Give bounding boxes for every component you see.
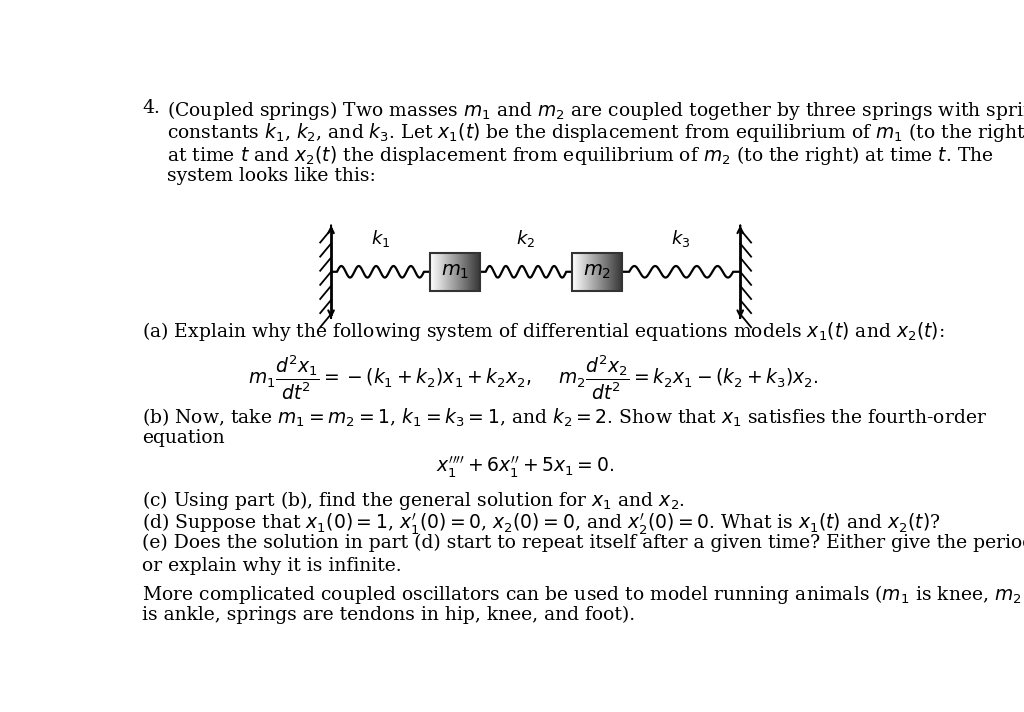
Text: at time $t$ and $x_2(t)$ the displacement from equilibrium of $m_2$ (to the righ: at time $t$ and $x_2(t)$ the displacemen… bbox=[167, 144, 993, 167]
Text: $m_2$: $m_2$ bbox=[583, 263, 611, 281]
Text: (a) Explain why the following system of differential equations models $x_1(t)$ a: (a) Explain why the following system of … bbox=[142, 320, 944, 342]
Text: is ankle, springs are tendons in hip, knee, and foot).: is ankle, springs are tendons in hip, kn… bbox=[142, 605, 635, 624]
Text: or explain why it is infinite.: or explain why it is infinite. bbox=[142, 557, 401, 575]
Text: (b) Now, take $m_1 = m_2 = 1$, $k_1 = k_3 = 1$, and $k_2 = 2$. Show that $x_1$ s: (b) Now, take $m_1 = m_2 = 1$, $k_1 = k_… bbox=[142, 407, 987, 429]
Text: $m_2\dfrac{d^2x_2}{dt^2} = k_2x_1 - (k_2+k_3)x_2.$: $m_2\dfrac{d^2x_2}{dt^2} = k_2x_1 - (k_2… bbox=[558, 354, 819, 402]
Bar bbox=[430, 253, 480, 291]
Text: More complicated coupled oscillators can be used to model running animals ($m_1$: More complicated coupled oscillators can… bbox=[142, 583, 1022, 606]
Text: $x_1'''' + 6x_1'' + 5x_1 = 0.$: $x_1'''' + 6x_1'' + 5x_1 = 0.$ bbox=[436, 455, 613, 480]
Text: (c) Using part (b), find the general solution for $x_1$ and $x_2$.: (c) Using part (b), find the general sol… bbox=[142, 488, 685, 511]
Text: (Coupled springs) Two masses $m_1$ and $m_2$ are coupled together by three sprin: (Coupled springs) Two masses $m_1$ and $… bbox=[167, 98, 1024, 122]
Text: constants $k_1$, $k_2$, and $k_3$. Let $x_1(t)$ be the displacement from equilib: constants $k_1$, $k_2$, and $k_3$. Let $… bbox=[167, 121, 1024, 145]
Text: equation: equation bbox=[142, 429, 224, 447]
Text: $k_1$: $k_1$ bbox=[371, 228, 390, 248]
Text: $m_1\dfrac{d^2x_1}{dt^2} = -(k_1+k_2)x_1 + k_2x_2,$: $m_1\dfrac{d^2x_1}{dt^2} = -(k_1+k_2)x_1… bbox=[248, 354, 532, 402]
Text: system looks like this:: system looks like this: bbox=[167, 167, 376, 184]
Text: 4.: 4. bbox=[142, 98, 160, 117]
Text: $k_2$: $k_2$ bbox=[516, 228, 536, 248]
Text: (e) Does the solution in part (d) start to repeat itself after a given time? Eit: (e) Does the solution in part (d) start … bbox=[142, 534, 1024, 553]
Text: $k_3$: $k_3$ bbox=[672, 228, 691, 248]
Text: $m_1$: $m_1$ bbox=[441, 263, 469, 281]
Bar bbox=[571, 253, 622, 291]
Text: (d) Suppose that $x_1(0) = 1$, $x_1'(0) = 0$, $x_2(0) = 0$, and $x_2'(0) = 0$. W: (d) Suppose that $x_1(0) = 1$, $x_1'(0) … bbox=[142, 511, 940, 537]
